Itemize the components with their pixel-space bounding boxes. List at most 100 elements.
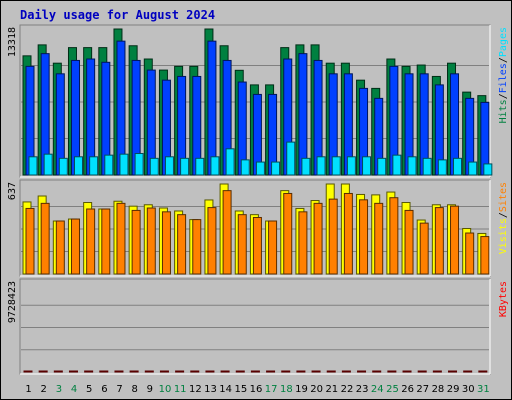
bar-pages-day-7 [119,153,129,176]
bar-sites-day-1 [25,207,35,275]
bar-kbytes-day-31 [478,370,488,373]
legend-entry: Sites [498,182,509,212]
panel-max-label: 637 [7,182,18,200]
bar-kbytes-day-4 [68,370,78,373]
bar-kbytes-day-2 [38,370,48,373]
bar-kbytes-day-30 [463,370,473,373]
panel-visits: 637 Visits/Sites [7,179,509,277]
bar-pages-day-20 [316,156,326,176]
bar-sites-day-2 [40,202,50,275]
bar-sites-day-7 [116,202,126,275]
day-label-27: 27 [416,384,429,395]
bar-kbytes-day-17 [266,370,276,373]
legend-entry: Files [498,63,509,93]
bar-sites-day-26 [404,209,414,275]
bar-sites-day-17 [268,220,278,275]
bar-sites-day-27 [419,222,429,275]
day-label-5: 5 [86,384,92,395]
bar-sites-day-16 [252,216,262,275]
bar-kbytes-day-11 [175,370,185,373]
bar-kbytes-day-1 [23,370,33,373]
bar-pages-day-5 [89,156,99,176]
bar-sites-day-4 [70,218,80,275]
bar-pages-day-10 [164,156,174,176]
bar-kbytes-day-23 [357,370,367,373]
bar-pages-day-24 [377,157,387,176]
bar-sites-day-30 [465,232,475,275]
bar-sites-day-8 [131,209,141,275]
bar-sites-day-3 [55,220,65,275]
bar-pages-day-2 [43,153,53,176]
bar-kbytes-day-5 [84,370,94,373]
bar-pages-day-31 [483,163,493,176]
day-label-6: 6 [101,384,107,395]
bar-pages-day-22 [346,156,356,176]
bar-sites-day-25 [389,197,399,275]
day-label-14: 14 [219,384,232,395]
bar-pages-day-27 [422,157,432,176]
bar-kbytes-day-13 [205,370,215,373]
bar-kbytes-day-16 [250,370,260,373]
bar-kbytes-day-20 [311,370,321,373]
bar-files-day-19 [298,53,308,176]
bar-pages-day-23 [362,156,372,176]
day-label-10: 10 [159,384,172,395]
day-label-8: 8 [132,384,138,395]
bar-kbytes-day-8 [129,370,139,373]
day-label-13: 13 [204,384,217,395]
bar-kbytes-day-12 [190,370,200,373]
panel-legend: Visits/Sites [498,182,509,254]
day-label-26: 26 [401,384,414,395]
bar-kbytes-day-21 [326,370,336,373]
bar-sites-day-29 [450,205,460,275]
bar-pages-day-13 [210,156,220,176]
day-label-21: 21 [325,384,338,395]
bar-sites-day-23 [359,199,369,275]
bar-pages-day-12 [195,157,205,176]
bar-pages-day-9 [149,157,159,176]
bar-pages-day-3 [58,157,68,176]
panel-kbytes: 9728423 KBytes [7,278,509,375]
bar-kbytes-day-24 [372,370,382,373]
bar-sites-day-18 [283,192,293,275]
bar-pages-day-17 [271,161,281,176]
legend-entry: / [498,57,509,63]
panel-legend: Hits/Files/Pages [498,27,509,123]
day-label-9: 9 [147,384,153,395]
panel-legend: KBytes [498,281,509,317]
bar-kbytes-day-14 [220,370,230,373]
day-label-19: 19 [295,384,308,395]
bar-pages-day-26 [407,156,417,176]
day-label-31: 31 [477,384,490,395]
bar-pages-day-25 [392,154,402,176]
x-axis-day-labels: 1 2 3 4 5 6 7 8 9 10 11 12 13 14 15 16 17 18 19 20 21 22 23 24 2… [25,384,489,395]
panel-frame [19,278,491,375]
bar-pages-day-1 [28,156,38,176]
bar-sites-day-21 [328,198,338,275]
bar-sites-day-5 [86,208,96,275]
bar-kbytes-day-15 [235,370,245,373]
day-label-7: 7 [116,384,122,395]
bar-kbytes-day-9 [144,370,154,373]
bar-sites-day-10 [161,211,171,275]
bar-kbytes-day-18 [281,370,291,373]
bar-pages-day-29 [453,157,463,176]
panel-max-label: 13318 [7,27,18,57]
bar-pages-day-15 [240,159,250,176]
bar-kbytes-day-22 [341,370,351,373]
legend-entry: KBytes [498,281,509,317]
bar-sites-day-24 [374,202,384,275]
day-label-23: 23 [356,384,369,395]
bar-sites-day-14 [222,190,232,275]
day-label-25: 25 [386,384,399,395]
bar-kbytes-day-7 [114,370,124,373]
day-label-4: 4 [71,384,77,395]
bar-pages-day-14 [225,148,235,176]
legend-entry: Visits [498,218,509,254]
day-label-22: 22 [341,384,354,395]
legend-entry: / [498,93,509,99]
bar-sites-day-31 [480,236,490,275]
bar-pages-day-8 [134,153,144,176]
bar-sites-day-11 [177,214,187,275]
